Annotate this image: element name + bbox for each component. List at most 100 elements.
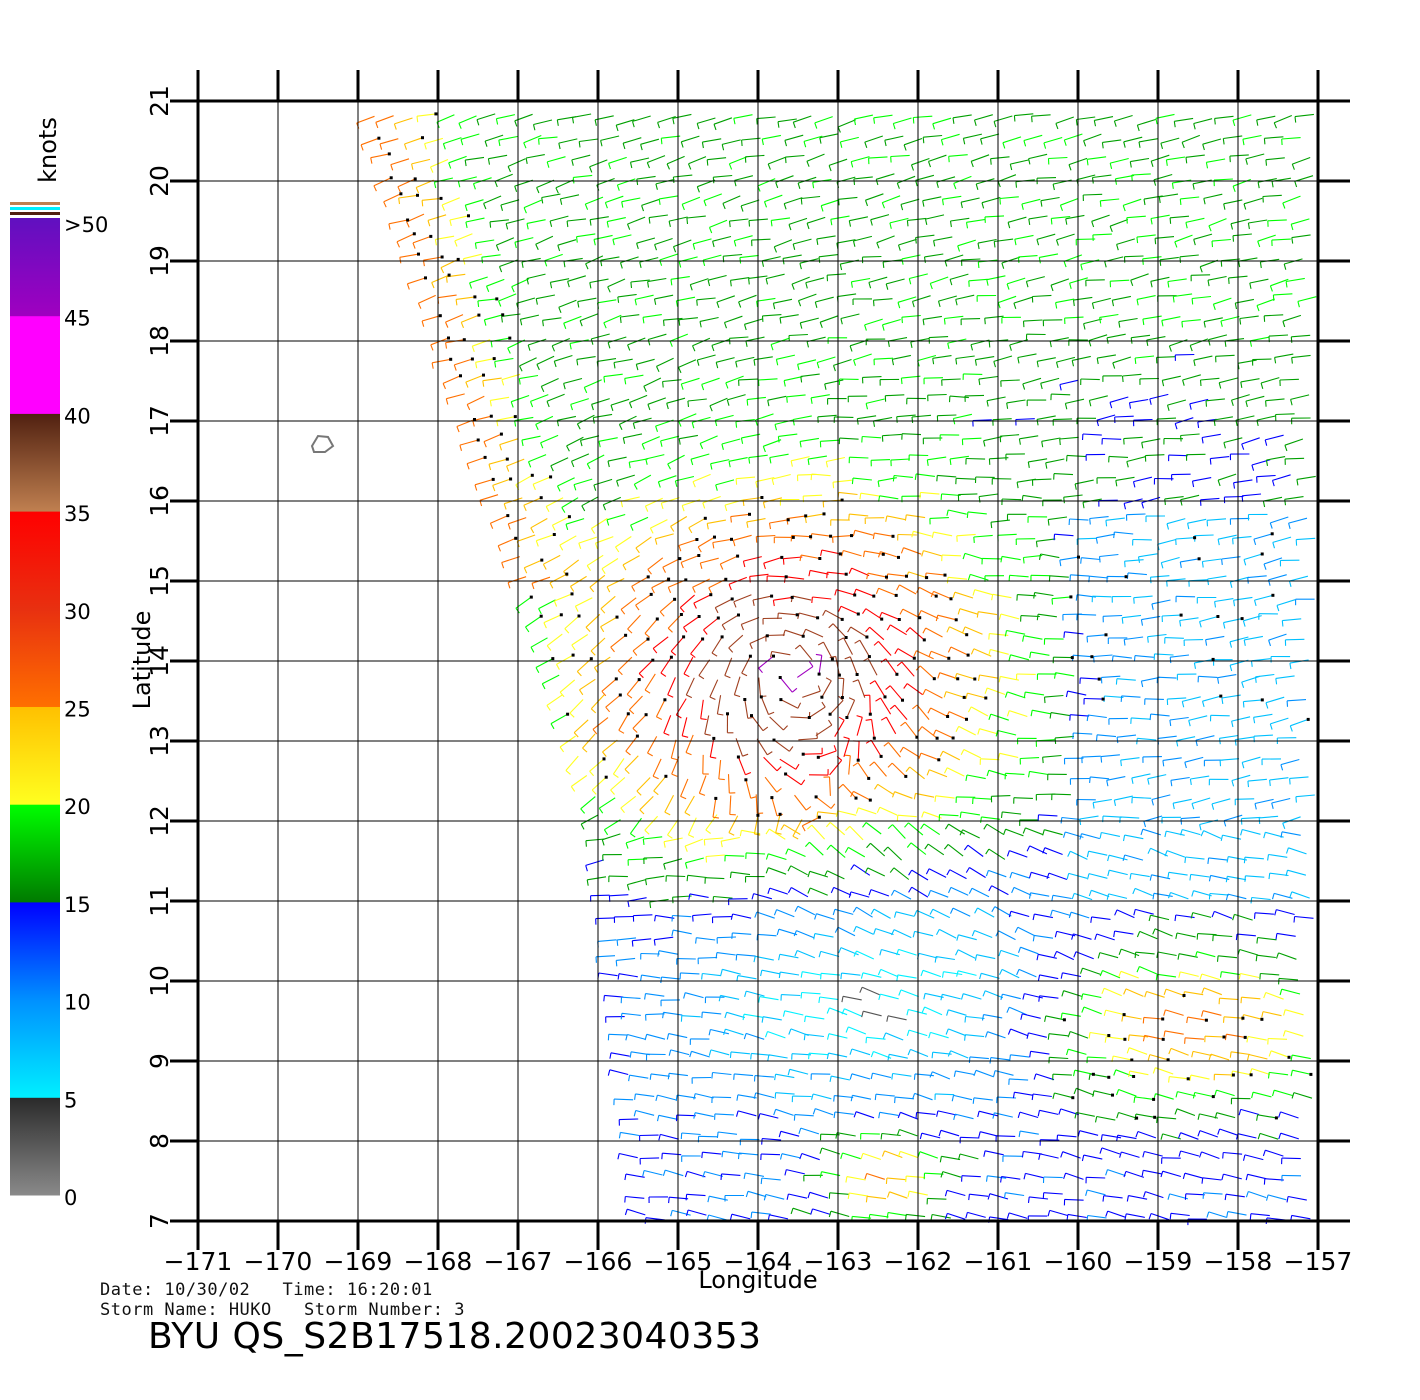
wind-barb: [835, 810, 857, 817]
wind-barb: [644, 618, 658, 638]
rain-flag: [770, 796, 774, 800]
wind-barb: [677, 359, 697, 374]
wind-barb: [765, 828, 786, 840]
wind-barb: [805, 277, 825, 289]
wind-barb: [978, 493, 999, 503]
wind-barb: [1051, 596, 1071, 605]
wind-barb: [660, 976, 681, 984]
wind-barb: [796, 661, 814, 678]
wind-barb: [1094, 933, 1115, 941]
wind-barb: [1027, 770, 1049, 778]
wind-barb: [696, 354, 716, 366]
wind-barb: [1013, 296, 1033, 309]
wind-barb: [773, 239, 793, 253]
wind-barb: [726, 713, 734, 734]
wind-barb: [1109, 396, 1129, 409]
rain-flag: [1274, 1116, 1278, 1120]
wind-barb: [875, 173, 895, 186]
wind-barb: [1187, 518, 1207, 530]
wind-barb: [1069, 777, 1090, 785]
wind-barb: [1116, 734, 1137, 744]
wind-barb: [1049, 337, 1069, 348]
wind-barb: [631, 576, 649, 592]
wind-barb: [990, 156, 1010, 165]
wind-barb: [579, 435, 600, 447]
wind-barb: [1218, 997, 1239, 1005]
wind-barb: [937, 295, 957, 308]
wind-barb: [873, 928, 894, 936]
wind-barb: [1067, 850, 1088, 860]
wind-barb: [828, 1210, 850, 1218]
wind-barb: [666, 1033, 688, 1040]
wind-barb: [545, 497, 564, 513]
latitude-tick-label: 21: [145, 85, 174, 117]
wind-barb: [924, 572, 946, 579]
wind-barb: [1016, 968, 1037, 978]
wind-barb: [1265, 456, 1286, 467]
wind-barb: [601, 833, 621, 846]
wind-barb: [873, 640, 892, 656]
wind-barb: [822, 609, 843, 620]
wind-barb: [1295, 598, 1315, 606]
wind-barb: [889, 704, 908, 720]
wind-barb: [466, 395, 485, 411]
wind-barb: [761, 1138, 782, 1145]
wind-barb: [1114, 174, 1135, 185]
wind-barb: [1028, 871, 1050, 879]
wind-barb: [526, 219, 546, 230]
rain-flag: [571, 653, 575, 657]
wind-barb: [1233, 596, 1253, 607]
wind-barb: [998, 675, 1020, 683]
wind-barb: [1244, 875, 1265, 882]
wind-barb: [422, 256, 443, 267]
wind-barb: [836, 176, 856, 189]
wind-barb: [728, 457, 748, 468]
wind-barb: [535, 415, 554, 431]
wind-barb: [1088, 1031, 1109, 1039]
wind-barb: [1208, 892, 1229, 900]
colorbar-label: 30: [64, 600, 91, 624]
wind-barb: [772, 298, 793, 310]
wind-barb: [941, 554, 962, 562]
wind-barb: [712, 235, 732, 248]
wind-barb: [1132, 538, 1152, 546]
wind-barb: [993, 1070, 1014, 1077]
wind-barb: [1161, 614, 1182, 623]
wind-barb: [1160, 556, 1180, 569]
rain-flag: [865, 635, 869, 639]
wind-barb: [1185, 453, 1206, 461]
rain-flag: [387, 152, 391, 156]
wind-barb: [773, 739, 794, 752]
wind-barb: [703, 837, 724, 846]
wind-barb: [861, 435, 882, 443]
wind-barb: [654, 237, 673, 251]
wind-barb: [1281, 137, 1301, 146]
wind-barb: [711, 1071, 732, 1079]
rain-flag: [679, 613, 683, 616]
wind-barb: [1121, 373, 1142, 383]
rain-flag: [1104, 633, 1108, 637]
wind-barb: [849, 339, 869, 352]
wind-barb: [936, 176, 956, 188]
wind-barb: [1113, 531, 1134, 539]
wind-barb: [1071, 933, 1092, 940]
wind-barb: [837, 196, 858, 206]
colorbar-segment: [10, 804, 60, 903]
wind-barb: [1207, 334, 1228, 346]
wind-barb: [841, 549, 862, 557]
wind-barb: [1026, 399, 1047, 407]
wind-barb: [701, 972, 722, 980]
wind-barb: [904, 514, 926, 521]
rain-flag: [872, 736, 876, 740]
wind-barb: [850, 864, 871, 876]
wind-barb: [929, 908, 951, 919]
wind-barb: [536, 355, 555, 371]
wind-barb: [465, 217, 485, 229]
wind-barb: [1151, 599, 1171, 610]
wind-barb: [825, 456, 846, 468]
wind-barb: [630, 279, 650, 289]
wind-barb: [1022, 377, 1042, 390]
wind-barb: [860, 972, 882, 979]
wind-barb: [1161, 316, 1181, 327]
wind-barb: [1201, 987, 1222, 996]
